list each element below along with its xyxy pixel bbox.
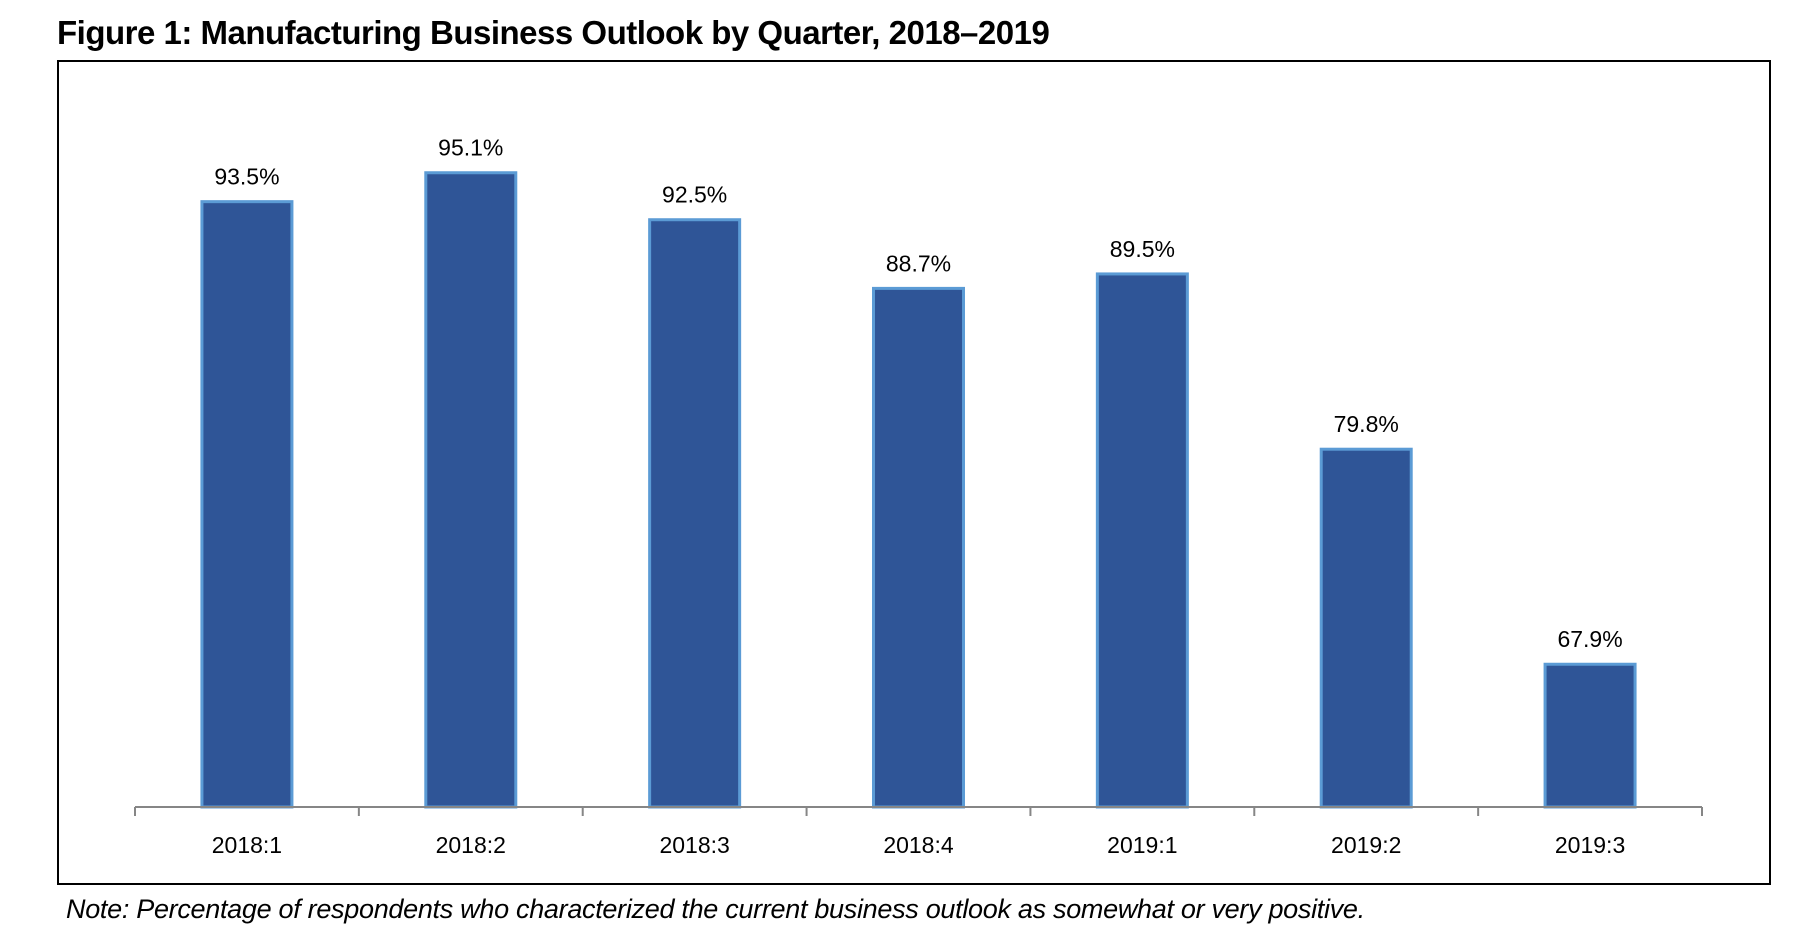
x-tick-label: 2018:3 bbox=[659, 832, 729, 858]
x-tick-label: 2019:2 bbox=[1331, 832, 1401, 858]
data-label: 79.8% bbox=[1334, 411, 1399, 437]
data-label: 92.5% bbox=[662, 182, 727, 208]
bar bbox=[872, 286, 965, 809]
bar bbox=[1095, 272, 1189, 809]
bar bbox=[1543, 662, 1637, 809]
x-tick-label: 2018:1 bbox=[212, 832, 282, 858]
bar bbox=[200, 200, 294, 809]
data-label: 89.5% bbox=[1110, 236, 1175, 262]
chart-frame bbox=[57, 60, 1771, 885]
data-label: 67.9% bbox=[1557, 626, 1622, 652]
data-label: 95.1% bbox=[438, 135, 503, 161]
x-tick-label: 2019:1 bbox=[1107, 832, 1177, 858]
data-label: 88.7% bbox=[886, 250, 951, 276]
x-tick-label: 2018:2 bbox=[436, 832, 506, 858]
chart-note: Note: Percentage of respondents who char… bbox=[66, 894, 1365, 924]
bar bbox=[1319, 447, 1413, 809]
data-label: 93.5% bbox=[214, 164, 279, 190]
chart-title: Figure 1: Manufacturing Business Outlook… bbox=[57, 14, 1050, 51]
bar bbox=[424, 171, 518, 809]
x-tick-label: 2018:4 bbox=[883, 832, 954, 858]
x-tick-label: 2019:3 bbox=[1555, 832, 1625, 858]
bar bbox=[648, 218, 742, 809]
